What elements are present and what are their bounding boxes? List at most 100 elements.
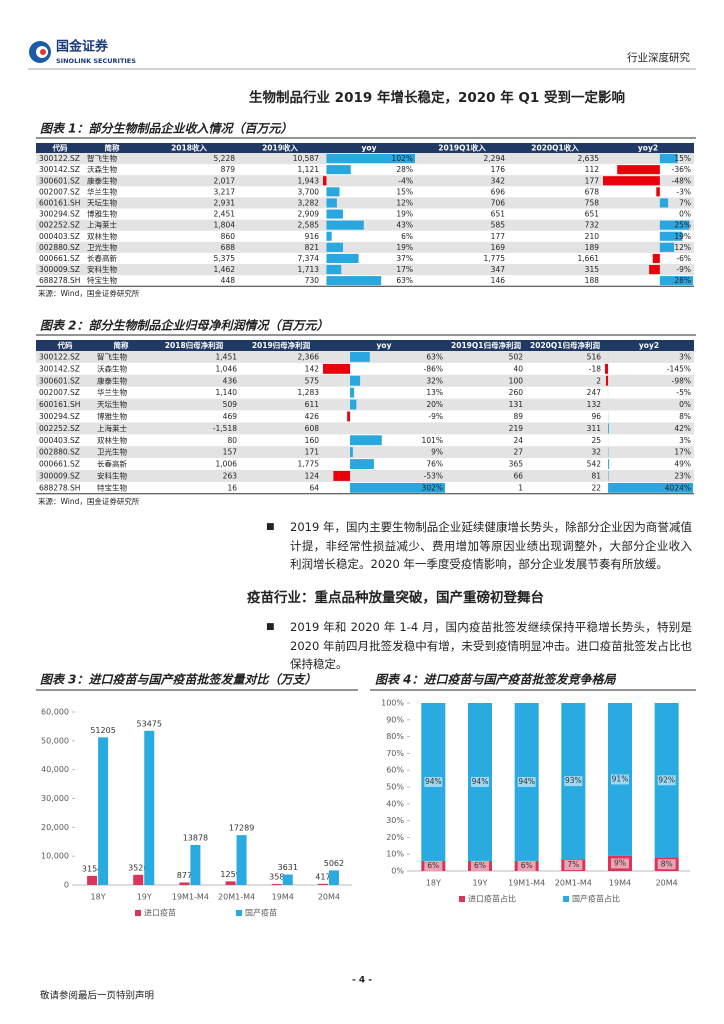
cell: 688 [221, 243, 236, 252]
cell: 23% [674, 471, 691, 480]
x-tick-label: 18Y [426, 879, 441, 888]
x-tick-label: 20M1-M4 [218, 893, 255, 902]
cell: 49% [674, 460, 691, 469]
chart-title: 图表 4：进口疫苗与国产疫苗批签发竞争格局 [375, 673, 617, 687]
row-shade [36, 374, 694, 387]
row-shade [36, 264, 694, 276]
data-label: 358 [269, 872, 284, 881]
cell: -4% [398, 176, 413, 185]
cell: 188 [585, 276, 600, 285]
cell: 311 [587, 424, 602, 433]
source: 来源：Wind，国金证券研究所 [38, 288, 140, 298]
cell: 13% [426, 388, 443, 397]
data-label: 6% [474, 861, 486, 870]
bar [328, 870, 339, 885]
cell: 177 [491, 232, 506, 241]
data-bar [656, 187, 660, 197]
data-bar [326, 187, 340, 197]
y-tick-label: 0% [391, 867, 404, 876]
label-box [611, 774, 629, 785]
cell: 171 [305, 448, 320, 457]
y-tick-label: 60,000 [41, 708, 69, 717]
cell: 8% [679, 412, 691, 421]
company-name: 国金证券 [56, 39, 109, 55]
cell: 879 [221, 165, 236, 174]
cell: 37% [396, 254, 413, 263]
cell: 502 [509, 352, 524, 361]
row-shade [36, 219, 694, 231]
cell: -48% [672, 176, 691, 185]
cell: 112 [585, 165, 600, 174]
cell: 66 [513, 471, 523, 480]
cell: 博雅生物 [97, 411, 127, 421]
data-label: 1259 [220, 870, 240, 879]
row-shade [36, 446, 694, 459]
data-bar [659, 198, 669, 208]
data-bar [608, 423, 609, 434]
column-header: 2019归母净利润 [252, 340, 311, 350]
cell: 15% [396, 187, 413, 196]
cell: 300009.SZ [39, 471, 80, 480]
y-tick-label: 40% [386, 799, 404, 808]
row-shade [36, 197, 694, 209]
row-shade [36, 175, 694, 187]
x-tick-label: 20M4 [318, 893, 340, 902]
x-tick-label: 19M4 [609, 879, 631, 888]
data-bar [659, 276, 693, 286]
cell: 7% [679, 198, 691, 207]
cell: 002007.SZ [39, 388, 80, 397]
cell: 124 [305, 471, 320, 480]
cell: 509 [223, 400, 238, 409]
cell: 300294.SZ [39, 412, 80, 421]
cell: 6% [401, 232, 413, 241]
data-bar [326, 276, 382, 286]
cell: 32% [426, 376, 443, 385]
label-box [471, 776, 489, 787]
cell: 1,775 [484, 254, 506, 263]
cell: 3,217 [214, 187, 236, 196]
cell: 210 [585, 232, 600, 241]
data-label: 3526 [128, 863, 148, 872]
cell: 天坛生物 [87, 197, 117, 207]
cell: 2,017 [214, 176, 236, 185]
column-header: 2019Q1收入 [438, 143, 486, 153]
x-tick-label: 19M1-M4 [508, 879, 545, 888]
cell: 002252.SZ [39, 424, 80, 433]
data-label: 17289 [229, 824, 254, 833]
cell: 000661.SZ [39, 460, 80, 469]
bar [282, 874, 293, 885]
cell: 732 [585, 221, 600, 230]
data-bar [323, 176, 327, 186]
cell: 特宝生物 [87, 275, 117, 285]
cell: 516 [587, 352, 602, 361]
cell: 2,366 [298, 352, 320, 361]
cell: 177 [585, 176, 600, 185]
cell: 131 [509, 400, 524, 409]
cell: 1 [518, 483, 523, 492]
cell: 28% [674, 276, 691, 285]
cell: 19% [396, 243, 413, 252]
y-tick-label: 30,000 [41, 794, 69, 803]
cell: 263 [223, 471, 238, 480]
cell: 15% [674, 154, 691, 163]
data-bar [617, 165, 660, 175]
cell: 40 [513, 364, 523, 373]
cell: 63% [396, 276, 413, 285]
cell: 1,661 [578, 254, 600, 263]
cell: 上海莱士 [97, 423, 127, 433]
cell: 19% [396, 210, 413, 219]
data-label: 53475 [137, 719, 162, 728]
cell: 575 [305, 376, 320, 385]
legend-swatch [135, 910, 141, 916]
cell: -9% [428, 412, 443, 421]
page-number: - 4 - [352, 976, 372, 986]
bar [179, 882, 190, 885]
cell: 长春高新 [87, 253, 117, 263]
x-tick-label: 20M1-M4 [555, 879, 592, 888]
label-box [424, 776, 443, 787]
cell: 342 [491, 176, 506, 185]
column-header: yoy2 [638, 144, 658, 153]
cell: 706 [491, 198, 506, 207]
